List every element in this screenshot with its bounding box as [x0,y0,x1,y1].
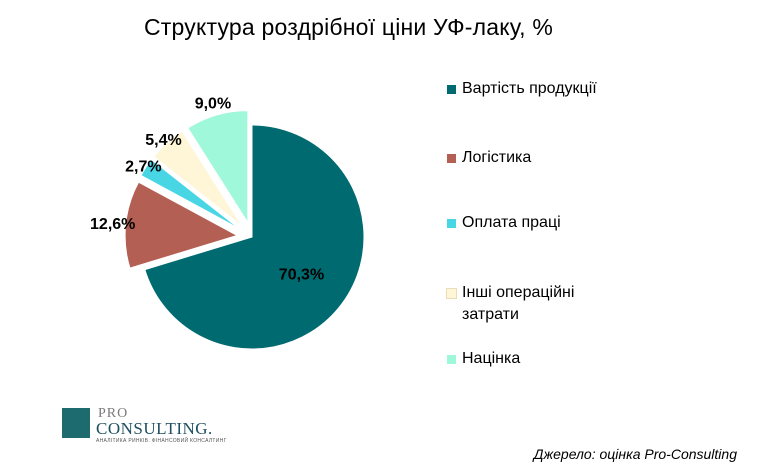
pro-consulting-logo: PRO CONSULTING. АНАЛІТИКА РИНКІВ. ФІНАНС… [62,406,226,446]
data-label-other-costs: 5,4% [145,132,181,149]
legend-swatch [447,355,456,364]
legend-label: Оплата праці [462,214,561,231]
pie-slice-other-costs [153,130,243,227]
legend-swatch [446,288,457,299]
legend-label: Націнка [462,350,521,367]
legend-label: Логістика [462,149,532,166]
legend-item-logistics: Логістика [447,147,662,169]
data-label-markup: 9,0% [195,96,231,113]
legend-swatch [447,154,456,163]
pie-slice-logistics [124,181,239,269]
legend-swatch [447,85,456,94]
logo-text-top: PRO [98,406,129,421]
data-label-labor: 2,7% [125,159,161,176]
pie-slice-markup [187,110,249,225]
logo-text-main: CONSULTING. [96,419,213,438]
legend-label: Інші операційні затрати [462,284,575,323]
data-label-product-cost: 70,3% [279,267,324,284]
legend-item-markup: Націнка [447,348,662,370]
legend-swatch [447,219,456,228]
chart-title: Структура роздрібної ціни УФ-лаку, % [143,14,553,40]
logo-text-sub: АНАЛІТИКА РИНКІВ. ФІНАНСОВИЙ КОНСАЛТИНГ [96,438,227,444]
pie-slice-labor [140,158,240,230]
legend-label: Вартість продукції [462,80,597,97]
data-label-logistics: 12,6% [90,216,135,233]
logo-emblem-icon [62,408,90,438]
pie-slice-product-cost [144,124,365,350]
source-note: Джерело: оцінка Pro-Consulting [533,446,737,462]
legend-item-product-cost: Вартість продукції [447,78,662,100]
legend-item-labor: Оплата праці [447,212,662,234]
legend-item-other-costs: Інші операційні затрати [446,282,622,326]
